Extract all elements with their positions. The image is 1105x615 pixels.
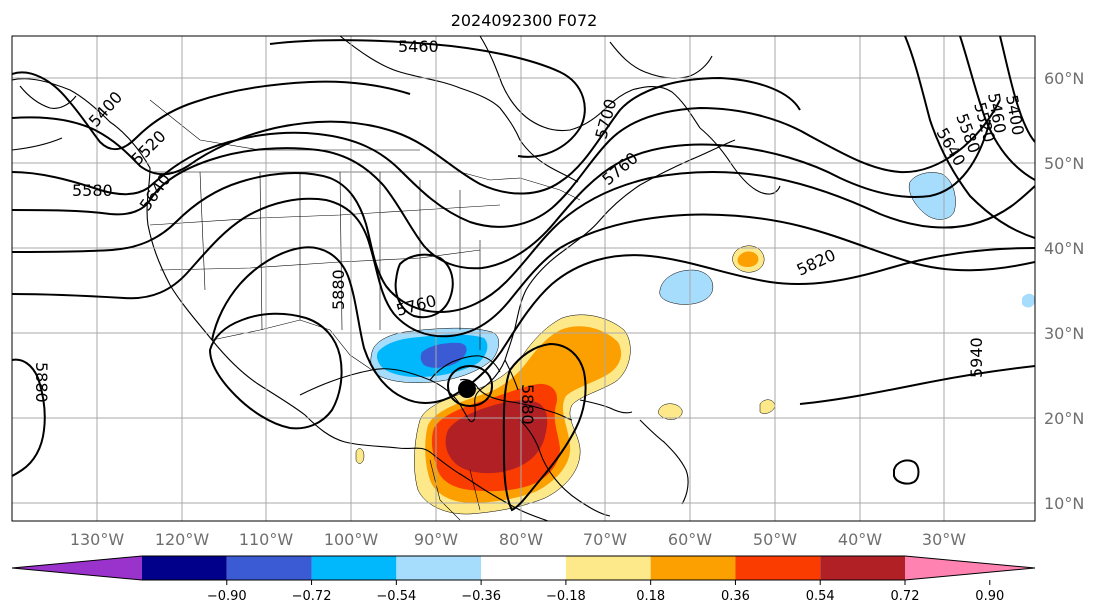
colorbar-segment [481,556,566,580]
colorbar-segment [311,556,397,580]
contour-atlantic-east-3 [999,36,1035,143]
graticule [12,36,1035,521]
longitude-label: 90°W [414,530,458,549]
colorbar-tick-label: −0.90 [207,589,247,604]
contour-label: 5580 [72,181,113,200]
contour-5760-loop [394,253,454,319]
latitude-label: 30°N [1044,324,1084,343]
contour-atlantic-east-2 [959,36,1035,181]
longitude-label: 40°W [838,530,882,549]
colorbar-extend-low [12,556,142,580]
colorbar-outline [11,555,1036,581]
latitude-label: 50°N [1044,154,1084,173]
colorbar-extend-high [905,556,1035,580]
longitude-label: 30°W [922,530,966,549]
contour-5940 [799,365,1035,405]
shade-patch-blue-edge [1022,293,1035,308]
colorbar-segment [820,556,905,580]
longitude-label: 110°W [239,530,294,549]
contour-label: 5880 [329,269,348,310]
colorbar-segment [226,556,312,580]
shade-patch-orange-core [737,251,759,267]
storm-marker [458,380,476,398]
height-contours [12,36,1035,512]
latitude-label: 60°N [1044,69,1084,88]
shade-patch-atlantic-blue [659,269,714,305]
shade-negative-gulf-dark [420,342,467,368]
colorbar-segment [142,556,227,580]
contour-label: 5880 [518,384,537,425]
colorbar-tick-label: 0.54 [806,589,835,604]
contour-label: 5880 [32,362,51,403]
colorbar-segment [650,556,736,580]
longitude-label: 50°W [753,530,797,549]
contour-5700 [12,171,1035,314]
contour-label: 5940 [967,337,986,378]
political-borders [149,99,581,521]
latitude-label: 10°N [1044,494,1084,513]
colorbar-segment [735,556,821,580]
latitude-label: 40°N [1044,239,1084,258]
map-title: 2024092300 F072 [451,11,598,30]
colorbar-tick-label: 0.72 [891,589,920,604]
longitude-label: 80°W [499,530,543,549]
contour-5520-west [12,76,801,195]
contour-5760-north [12,197,1035,338]
colorbar-tick-label: −0.54 [376,589,416,604]
contour-5400-west [12,71,411,151]
colorbar-segment [565,556,651,580]
longitude-label: 120°W [155,530,210,549]
colorbar-tick-label: −0.36 [461,589,501,604]
map-panel: 5460 5400 5520 5580 5640 5700 5760 5880 … [11,35,1084,549]
latitude-label: 20°N [1044,409,1084,428]
contour-5460 [269,39,586,158]
contour-5640-west [12,119,991,270]
colorbar-tick-label: −0.72 [292,589,332,604]
longitude-label: 70°W [583,530,627,549]
contour-small-ring [893,459,920,485]
longitude-labels: 130°W 120°W 110°W 100°W 90°W 80°W 70°W 60°W 50°W… [70,530,966,549]
colorbar-segment [396,556,482,580]
longitude-label: 100°W [324,530,379,549]
contour-atlantic-east [904,36,1035,239]
contour-5880-caribbean [502,342,587,512]
longitude-label: 60°W [668,530,712,549]
contour-storm-ring [446,364,494,408]
map-frame [11,35,1036,522]
colorbar-tick-label: 0.90 [975,589,1004,604]
contour-5580-west [12,99,1001,228]
shade-patch-yellow-3 [355,448,365,464]
contour-label: 5460 [398,37,439,56]
latitude-labels: 60°N 50°N 40°N 30°N 20°N 10°N [1044,69,1084,513]
contour-5880-central [208,312,343,430]
longitude-label: 130°W [70,530,125,549]
colorbar-tick-label: −0.18 [546,589,586,604]
colorbar: −0.90 −0.72 −0.54 −0.36 −0.18 0.18 0.36 0.54 0.7… [11,555,1036,604]
contour-5820 [211,246,1035,404]
colorbar-tick-label: 0.36 [721,589,750,604]
colorbar-tick-label: 0.18 [636,589,665,604]
contour-5880-west [12,358,46,477]
